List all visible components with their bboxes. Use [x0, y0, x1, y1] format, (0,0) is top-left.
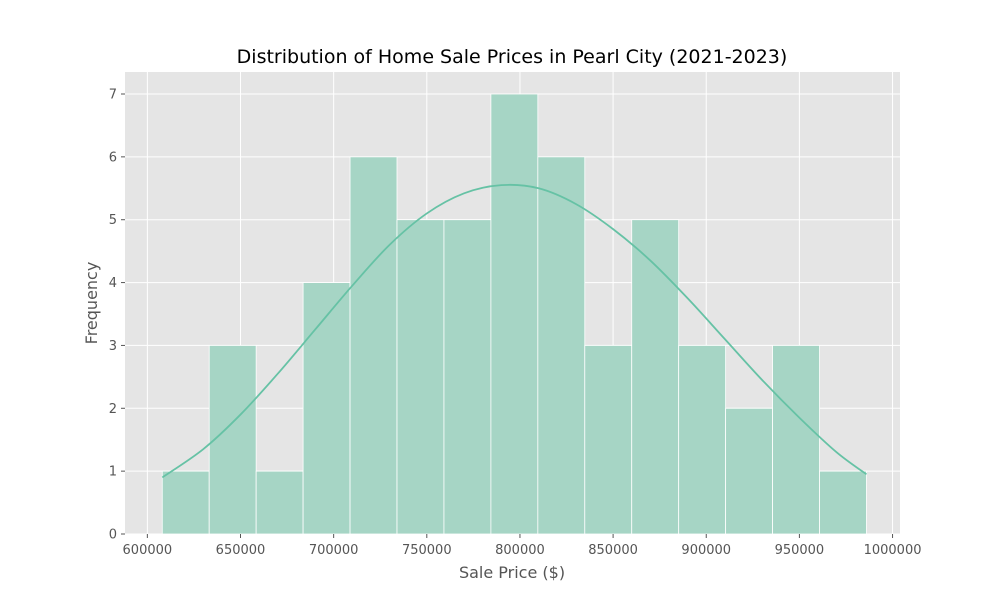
- y-tick-label: 7: [109, 88, 117, 103]
- x-tick-label: 750000: [402, 543, 452, 558]
- histogram-bar: [302, 282, 351, 535]
- histogram-bar: [443, 219, 492, 535]
- x-tick-label: 600000: [123, 543, 173, 558]
- histogram-bar: [490, 93, 539, 535]
- x-tick-label: 800000: [495, 543, 545, 558]
- x-tick-label: 1000000: [864, 543, 922, 558]
- x-tick-label: 700000: [309, 543, 359, 558]
- x-tick-label: 900000: [681, 543, 731, 558]
- histogram-bar: [255, 470, 304, 535]
- y-tick-label: 6: [109, 150, 117, 165]
- histogram-bar: [537, 156, 586, 535]
- histogram-bar: [208, 345, 257, 535]
- x-tick-label: 950000: [775, 543, 825, 558]
- kde-curve: [161, 183, 868, 479]
- x-tick-label: 650000: [216, 543, 266, 558]
- x-tick-label: 850000: [588, 543, 638, 558]
- histogram-bar: [349, 156, 398, 535]
- y-tick-label: 4: [109, 276, 117, 291]
- x-axis-label: Sale Price ($): [459, 563, 565, 582]
- y-tick-label: 1: [109, 465, 117, 480]
- y-tick-label: 5: [109, 213, 117, 228]
- histogram-bars: [161, 93, 867, 535]
- chart-title: Distribution of Home Sale Prices in Pear…: [237, 46, 788, 68]
- y-tick-label: 2: [109, 402, 117, 417]
- y-axis-ticks: 0 1 2 3 4 5 6 7: [109, 88, 125, 543]
- histogram-bar: [819, 470, 867, 535]
- histogram-bar: [772, 345, 820, 535]
- y-tick-label: 0: [109, 528, 117, 543]
- histogram-bar: [631, 219, 680, 535]
- histogram-bar: [161, 470, 210, 535]
- histogram-bar: [584, 345, 633, 535]
- y-axis-label: Frequency: [82, 262, 101, 345]
- y-tick-label: 3: [109, 339, 117, 354]
- histogram-bar: [725, 407, 773, 535]
- histogram-bar: [396, 219, 445, 535]
- histogram-bar: [678, 345, 727, 535]
- x-axis-ticks: 600000 650000 700000 750000 800000 850000 9000…: [123, 534, 922, 558]
